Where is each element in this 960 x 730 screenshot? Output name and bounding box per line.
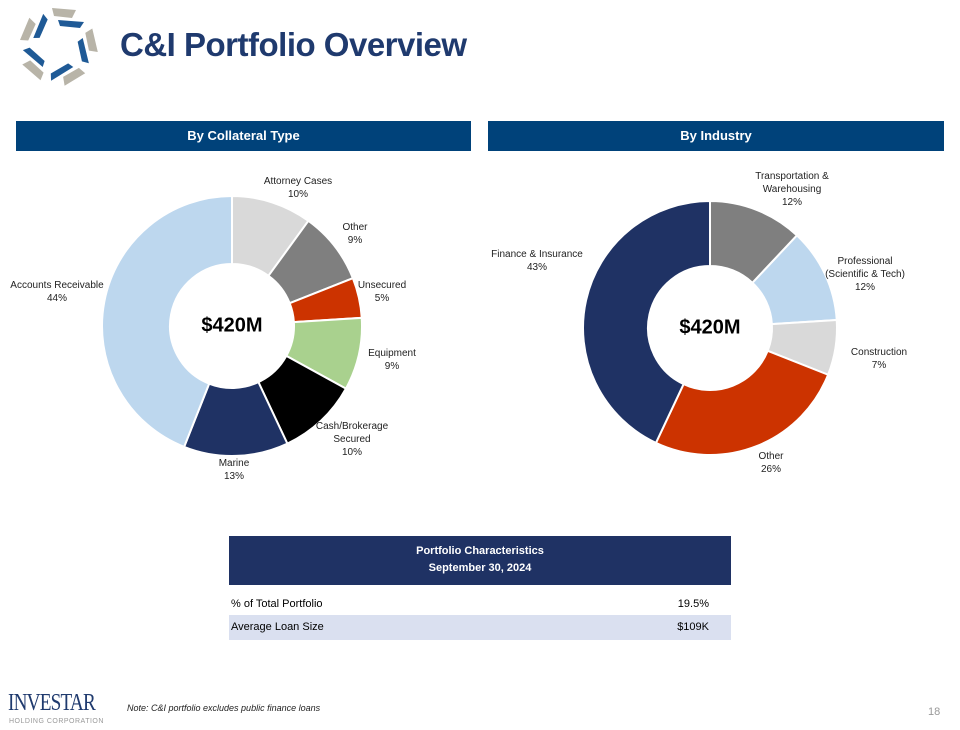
slice-label: Unsecured 5% — [357, 280, 407, 304]
row-label: % of Total Portfolio — [231, 598, 323, 610]
brand-subtitle: HOLDING CORPORATION — [9, 718, 104, 725]
page-number: 18 — [928, 706, 941, 718]
slice-label: Other 9% — [342, 222, 368, 246]
portfolio-characteristics-table: Portfolio Characteristics September 30, … — [229, 536, 731, 640]
row-value: $109K — [677, 621, 709, 633]
slice-label: Professional (Scientific & Tech) 12% — [825, 256, 905, 293]
footnote: Note: C&I portfolio excludes public fina… — [127, 703, 321, 713]
slice-label: Construction 7% — [850, 347, 908, 371]
table-date: September 30, 2024 — [428, 562, 532, 574]
slice-label: Equipment 9% — [368, 348, 416, 372]
slice-label: Finance & Insurance 43% — [491, 249, 583, 273]
slice-label: Transportation & Warehousing 12% — [755, 171, 829, 208]
company-logo-icon — [14, 8, 103, 88]
page-title: C&I Portfolio Overview — [120, 26, 467, 63]
slice-label: Attorney Cases 10% — [263, 176, 333, 200]
slice-label: Marine 13% — [218, 458, 250, 482]
donut-slice-other — [654, 349, 830, 456]
section-header-industry: By Industry — [488, 121, 944, 151]
collateral-donut-chart — [101, 194, 838, 457]
section-header-collateral: By Collateral Type — [16, 121, 471, 151]
slice-label: Other 26% — [758, 451, 784, 475]
table-row: Average Loan Size $109K — [229, 615, 731, 640]
donut-slice-finance-insurance — [582, 199, 711, 445]
industry-center-label: $420M — [679, 316, 741, 339]
brand-logo: INVESTAR — [8, 690, 96, 716]
collateral-center-label: $420M — [201, 314, 263, 337]
table-row: % of Total Portfolio 19.5% — [229, 594, 731, 615]
table-title: Portfolio Characteristics — [416, 545, 544, 557]
donut-slice-accounts-receivable — [101, 194, 233, 449]
row-label: Average Loan Size — [231, 621, 324, 633]
row-value: 19.5% — [677, 598, 709, 610]
slice-label: Accounts Receivable 44% — [10, 280, 104, 304]
slice-label: Cash/Brokerage Secured 10% — [315, 421, 389, 458]
table-header: Portfolio Characteristics September 30, … — [229, 536, 731, 585]
